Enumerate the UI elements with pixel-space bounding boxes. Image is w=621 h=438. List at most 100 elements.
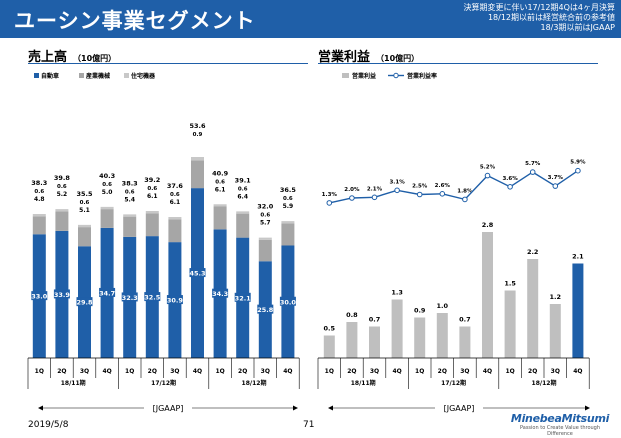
automotive-value-label: 29.8 [76,299,93,307]
housing-value-label: 0.6 [283,196,293,202]
op-unit: （10億円） [376,54,420,63]
industrial-value-label: 5.9 [283,203,294,210]
total-value-label: 40.3 [99,172,115,180]
page-title: ユーシン事業セグメント [14,9,256,33]
op-margin-value-label: 2.5% [412,184,428,190]
automotive-label-box [166,295,183,305]
industrial-value-label: 7.4 [192,139,203,146]
industrial-value-label: 6.4 [237,193,248,200]
sales-category-label: 2Q [238,368,247,375]
total-value-label: 53.6 [189,122,206,130]
housing-value-label: 0.6 [147,186,157,192]
legend-label: 営業利益 [352,72,376,80]
automotive-label-box [144,292,161,302]
sales-bar-segment [100,209,114,228]
op-income-value-label: 0.8 [346,311,358,319]
legend-label: 自動車 [41,72,59,80]
op-income-bar [482,232,493,358]
op-margin-point [575,167,581,174]
op-chart-title: 営業利益 （10億円） [318,46,419,65]
sales-jgaap-span-arrow [38,405,43,411]
op-income-bar [459,326,471,358]
op-group-label: 18/11期 [351,379,376,387]
op-margin-point [484,172,491,179]
automotive-value-label: 32.3 [122,294,138,302]
automotive-value-label: 45.3 [189,270,205,278]
legend-marker [393,72,399,79]
sales-category-label: 3Q [261,368,270,375]
op-income-value-label: 2.2 [527,248,539,256]
legend-swatch [79,73,84,78]
op-income-bar [323,335,335,358]
op-margin-point [439,191,446,197]
automotive-value-label: 30.9 [167,297,184,305]
total-value-label: 36.5 [280,186,297,194]
op-category-label: 4Q [573,368,582,375]
total-value-label: 38.3 [122,179,138,187]
op-margin-point [394,187,400,194]
housing-value-label: 0.6 [125,189,135,195]
automotive-label-box [257,304,274,314]
sales-bar-segment [123,216,137,237]
sales-category-label: 4Q [193,368,202,375]
op-category-label: 3Q [551,368,560,375]
op-category-label: 4Q [483,368,492,375]
op-margin-value-label: 3.1% [389,179,405,185]
industrial-value-label: 5.7 [260,220,271,227]
sales-jgaap-span-label: [JGAAP] [153,404,184,413]
sales-category-label: 3Q [170,368,179,375]
op-income-value-label: 1.0 [437,302,449,310]
op-income-value-label: 0.7 [459,316,471,324]
op-margin-value-label: 5.7% [525,161,541,167]
op-income-bar [369,326,380,358]
op-category-label: 1Q [415,368,424,375]
sales-group-label: 18/12期 [242,379,267,387]
automotive-label-box [279,296,296,306]
op-margin-value-label: 3.7% [548,175,564,181]
housing-value-label: 0.6 [260,213,270,219]
sales-group-label: 17/12期 [151,379,176,387]
sales-bar-segment [258,239,272,262]
housing-value-label: 0.6 [215,179,225,185]
sales-bar-segment [168,219,182,243]
industrial-value-label: 5.2 [57,191,68,198]
legend-swatch [342,73,349,78]
op-margin-point [371,194,378,201]
sales-bar-segment [55,209,69,212]
op-margin-value-label: 3.6% [502,176,518,182]
sales-bar-segment [145,211,159,214]
legend-label: 営業利益率 [407,72,437,80]
page-number: 71 [303,420,315,430]
sales-unit: （10億円） [73,54,117,63]
sales-category-label: 4Q [283,368,292,375]
sales-category-label: 2Q [148,368,157,375]
op-title-text: 営業利益 [318,50,371,65]
op-margin-value-label: 1.8% [457,188,473,194]
housing-value-label: 0.6 [57,184,67,190]
sales-group-label: 18/11期 [61,379,86,387]
op-margin-point [507,184,513,190]
sales-category-label: 1Q [35,368,44,375]
op-income-bar [549,304,561,358]
sales-bar-segment [258,237,272,240]
sales-category-label: 4Q [102,368,111,375]
sales-category-label: 1Q [125,368,134,375]
op-income-value-label: 1.2 [550,293,562,301]
op-category-label: 3Q [370,368,379,375]
sales-category-label: 1Q [215,368,224,375]
sales-bar-segment [78,224,91,228]
sales-bar-segment [191,160,204,189]
header-bar: ユーシン事業セグメント 決算期変更に伴い17/12期4Qは4ヶ月決算 18/12… [0,0,621,38]
op-jgaap-span-arrow [585,405,590,411]
sales-bar-segment [100,206,114,210]
automotive-value-label: 30.0 [280,298,297,306]
industrial-value-label: 4.8 [34,196,45,203]
automotive-label-box [31,291,48,301]
legend-swatch [34,73,39,78]
op-category-label: 2Q [438,368,447,375]
total-value-label: 39.8 [54,174,71,182]
total-value-label: 32.0 [257,203,274,211]
automotive-label-box [99,287,116,297]
automotive-value-label: 25.8 [257,306,274,314]
